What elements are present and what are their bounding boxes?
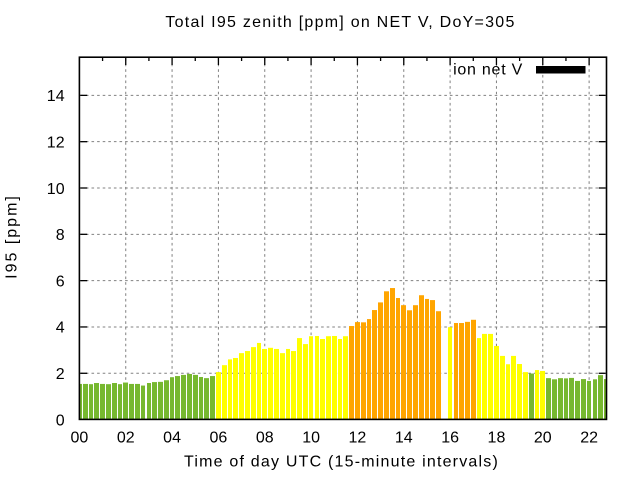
svg-text:06: 06 <box>210 430 228 447</box>
svg-text:8: 8 <box>56 227 65 244</box>
svg-text:08: 08 <box>256 430 274 447</box>
svg-text:4: 4 <box>56 320 65 337</box>
svg-text:22: 22 <box>580 430 598 447</box>
svg-text:16: 16 <box>441 430 459 447</box>
svg-text:Total I95 zenith [ppm] on NET: Total I95 zenith [ppm] on NET V, DoY=305 <box>165 14 515 31</box>
svg-text:18: 18 <box>488 430 506 447</box>
svg-text:20: 20 <box>534 430 552 447</box>
svg-text:14: 14 <box>47 88 65 105</box>
svg-text:Time of day UTC (15-minute int: Time of day UTC (15-minute intervals) <box>184 454 499 471</box>
svg-text:12: 12 <box>47 134 65 151</box>
svg-text:04: 04 <box>163 430 181 447</box>
svg-text:2: 2 <box>56 366 65 383</box>
svg-text:10: 10 <box>47 181 65 198</box>
svg-text:ion net V: ion net V <box>453 62 523 79</box>
svg-text:14: 14 <box>395 430 413 447</box>
svg-text:I95 [ppm]: I95 [ppm] <box>4 194 21 279</box>
svg-text:0: 0 <box>56 412 65 429</box>
svg-text:10: 10 <box>302 430 320 447</box>
svg-text:6: 6 <box>56 273 65 290</box>
svg-text:12: 12 <box>349 430 367 447</box>
svg-text:02: 02 <box>117 430 135 447</box>
svg-text:00: 00 <box>71 430 89 447</box>
